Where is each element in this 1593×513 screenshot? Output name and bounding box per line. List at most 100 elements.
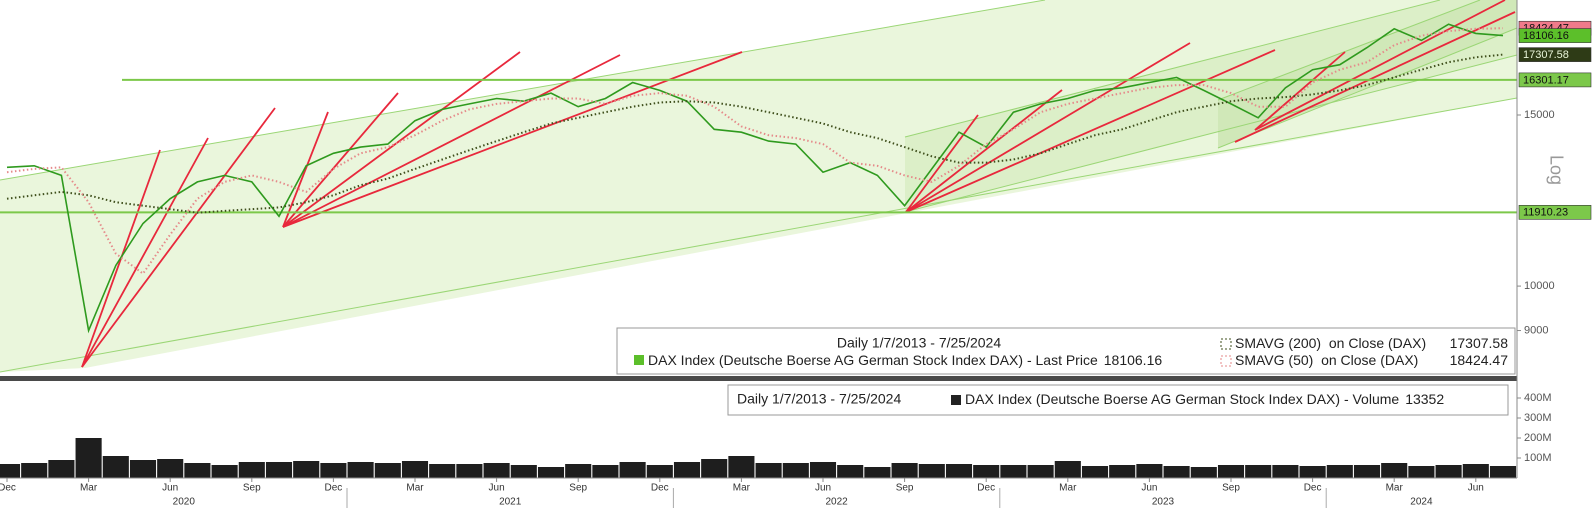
legend-entry: DAX Index (Deutsche Boerse AG German Sto… [648,352,1162,368]
legend-name: SMAVG (200) on Close (DAX) [1235,335,1426,351]
trend-line [1234,11,1516,143]
legend-box [727,384,1509,416]
legend-name: SMAVG (50) on Close (DAX) [1235,352,1418,368]
last-value-box-label: 17307.58 [1523,49,1569,61]
legend-name: DAX Index (Deutsche Boerse AG German Sto… [965,391,1399,407]
volume-bar [864,467,891,478]
legend-subtitle: Daily 1/7/2013 - 7/25/2024 [737,391,901,407]
volume-bar [456,464,483,478]
level-box [1518,205,1592,220]
volume-bar [673,462,701,478]
volume-bar [782,463,809,478]
volume-bar [1408,466,1435,478]
legend-swatch [1220,355,1232,367]
channel-line [0,0,1046,181]
x-tick-label: Sep [243,483,261,494]
volume-bar [75,438,102,478]
trend-line [1254,0,1506,131]
volume-bar [646,465,673,478]
moving-average-line [6,53,1504,214]
x-group-label: 2021 [499,497,522,508]
y-tick-label: 15000 [1524,109,1555,121]
y-axis-label: Log [1546,155,1566,185]
volume-bar [157,459,184,478]
channel-line [1217,0,1481,101]
x-group-label: 2022 [825,497,848,508]
volume-bar [1190,467,1217,478]
y-tick-label: 200M [1524,432,1552,444]
volume-bar [1245,465,1272,478]
level-box-label: 11910.23 [1523,207,1568,219]
x-group-label: 2020 [173,497,196,508]
volume-bar [0,464,21,478]
x-tick-label: Jun [1468,483,1484,494]
x-tick-label: Jun [1141,483,1157,494]
volume-bar [1435,465,1462,478]
volume-bar [809,462,837,478]
legend-name: DAX Index (Deutsche Boerse AG German Sto… [648,352,1098,368]
last-value-box [1518,47,1592,62]
channel-line [904,0,1441,138]
y-tick-label: 400M [1524,392,1552,404]
x-group-label: 2023 [1152,497,1175,508]
x-tick-label: Dec [651,483,669,494]
y-tick-label: 300M [1524,412,1552,424]
channel-line [1217,27,1518,149]
volume-bar [701,459,728,478]
x-tick-label: Sep [1222,483,1240,494]
volume-bar [483,463,510,478]
level-box [1518,72,1592,88]
volume-bar [429,464,456,478]
volume-bar [374,463,401,478]
volume-bar [1381,463,1408,478]
volume-bar [837,465,864,478]
volume-bar [1489,466,1517,478]
trend-line [905,42,1191,213]
y-tick-label: 100M [1524,452,1552,464]
volume-bar [129,460,157,478]
legend-subtitle: Daily 1/7/2013 - 7/25/2024 [837,335,1001,351]
x-tick-label: Dec [0,483,16,494]
volume-bar [1462,464,1489,478]
x-tick-label: Mar [406,483,424,494]
legend-entry: SMAVG (50) on Close (DAX) 18424.47 [1235,352,1508,368]
volume-bar [565,464,592,478]
trend-line [81,137,209,368]
volume-bar [21,463,48,478]
trend-line [282,51,743,228]
legend-swatch [1220,338,1232,350]
trend-line [282,54,621,228]
legend-entry: SMAVG (200) on Close (DAX) 17307.58 [1235,335,1508,351]
data-layer [0,23,1517,478]
legend-box [616,327,1516,375]
volume-bar [347,462,374,478]
volume-bar [1326,465,1353,478]
volume-legend: Daily 1/7/2013 - 7/25/2024 DAX Index (De… [727,384,1509,416]
level-box-label: 16301.17 [1523,74,1569,86]
volume-bar [102,456,129,478]
legend-swatch [634,355,644,365]
y-tick-label: 10000 [1524,280,1555,292]
volume-bar [1000,465,1027,478]
legend-value: 13352 [1405,391,1444,407]
channel-line [0,97,1518,373]
volume-bar [973,465,1000,478]
legend-swatch [951,395,961,405]
trend-line [1254,51,1346,131]
legend-entry: DAX Index (Deutsche Boerse AG German Sto… [965,391,1444,407]
volume-bar [537,467,565,478]
volume-bar [211,465,238,478]
x-tick-label: Dec [977,483,995,494]
price-line [6,23,1504,334]
legend-value: 17307.58 [1450,335,1509,351]
volume-bar [918,464,945,478]
trend-line [905,89,1063,213]
volume-bar [1109,465,1136,478]
volume-bar [510,465,537,478]
volume-bar [755,463,782,478]
volume-bar [592,465,619,478]
volume-bar [48,460,75,478]
x-tick-label: Mar [1059,483,1077,494]
trend-line [81,107,276,368]
